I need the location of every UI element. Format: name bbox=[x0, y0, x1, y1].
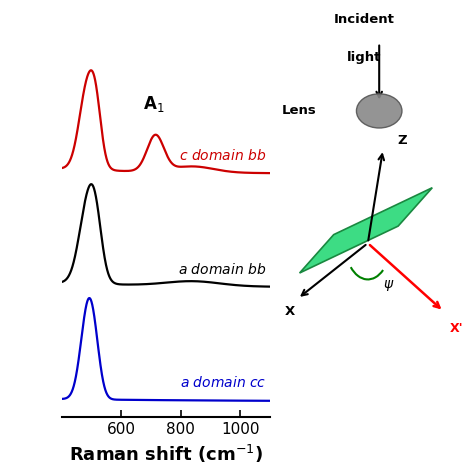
Text: A$_1$: A$_1$ bbox=[143, 94, 164, 114]
Text: Lens: Lens bbox=[282, 104, 317, 118]
Text: Z: Z bbox=[397, 134, 407, 147]
Text: $\psi$: $\psi$ bbox=[383, 278, 394, 293]
Text: $c$ domain $bb$: $c$ domain $bb$ bbox=[179, 148, 266, 163]
Text: X: X bbox=[285, 305, 295, 318]
Text: X': X' bbox=[450, 322, 464, 335]
Ellipse shape bbox=[356, 94, 402, 128]
X-axis label: Raman shift (cm$^{-1}$): Raman shift (cm$^{-1}$) bbox=[69, 443, 263, 465]
Text: $a$ domain $cc$: $a$ domain $cc$ bbox=[180, 375, 266, 391]
Text: Incident: Incident bbox=[334, 13, 394, 26]
Text: $a$ domain $bb$: $a$ domain $bb$ bbox=[178, 262, 266, 276]
Polygon shape bbox=[300, 188, 432, 273]
Text: light: light bbox=[347, 51, 381, 64]
